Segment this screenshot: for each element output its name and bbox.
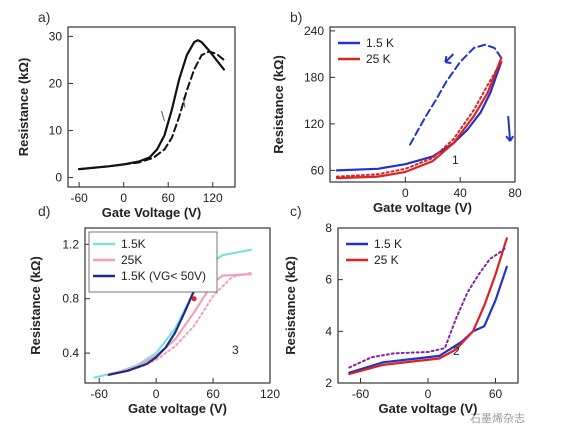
panel-a-sweep-arrow-down <box>182 97 186 108</box>
panel-a-ytick-label: 20 <box>49 76 63 90</box>
panel-b-legend-label-0: 1.5 K <box>366 36 394 50</box>
panel-d-legend-box <box>88 231 218 293</box>
panel-d-annotation-0: 3 <box>232 343 239 357</box>
panel-a-sweep-arrow-up <box>161 110 165 122</box>
panel-d-letter: d) <box>38 203 50 219</box>
panel-d-ytick-label: 0.4 <box>62 346 79 360</box>
panel-a-ytick-label: 30 <box>49 29 63 43</box>
panel-b-series-3 <box>335 60 503 178</box>
panel-c-ylabel: Resistance (kΩ) <box>283 256 298 355</box>
panel-b-xtick-label: 40 <box>454 186 468 200</box>
panel-c-ytick-label: 8 <box>325 221 332 235</box>
panel-a-xlabel: Gate Voltage (V) <box>102 205 201 220</box>
panel-c-legend-label-1: 25 K <box>374 253 399 267</box>
panel-a-frame <box>67 26 236 188</box>
panel-b-ytick-label: 240 <box>304 24 324 38</box>
panel-c-series-2 <box>348 247 506 369</box>
panel-b-letter: b) <box>290 9 302 25</box>
panel-c-ytick-label: 4 <box>325 324 332 338</box>
panel-b-group <box>329 26 516 183</box>
panel-c-xtick-label: -60 <box>352 387 370 401</box>
panel-b-xlabel: Gate voltage (V) <box>373 200 472 215</box>
panel-c-legend-label-0: 1.5 K <box>374 237 402 251</box>
panel-b-series-2 <box>335 56 503 180</box>
panel-a-xtick-label: -60 <box>70 191 88 205</box>
panel-b-xtick-label: 0 <box>402 186 409 200</box>
panel-d-xtick-label: -60 <box>91 387 109 401</box>
panel-c-series-1 <box>348 237 508 376</box>
panel-d-ytick-label: 0.8 <box>62 292 79 306</box>
panel-b-sweep-arrow-down <box>444 53 455 65</box>
panel-c-group <box>337 227 519 384</box>
panel-d-legend-label-1: 25K <box>121 253 142 267</box>
panel-d-xlabel: Gate voltage (V) <box>128 401 227 416</box>
panel-a-xtick-label: 60 <box>162 191 176 205</box>
panel-d-xtick-label: 120 <box>260 387 280 401</box>
panel-a-letter: a) <box>38 9 50 25</box>
panel-a-group <box>67 26 236 188</box>
panel-a-ytick-label: 10 <box>49 124 63 138</box>
panel-a-series-1 <box>78 50 225 171</box>
panel-a-series-0 <box>78 39 225 171</box>
panel-a-xtick-label: 120 <box>203 191 223 205</box>
panel-c-letter: c) <box>290 203 302 219</box>
panel-c-annotation-0: 2 <box>453 344 460 358</box>
watermark: 石墨烯杂志 <box>470 412 525 425</box>
panel-b-annotation-0: 1 <box>452 153 459 167</box>
panel-c-xtick-label: 60 <box>489 387 503 401</box>
panel-c-xlabel: Gate voltage (V) <box>379 401 478 416</box>
panel-b-sweep-arrow-up <box>505 116 515 142</box>
panel-d-legend-label-0: 1.5K <box>121 237 146 251</box>
panel-b-frame <box>329 26 516 183</box>
panel-b-ylabel: Resistance (kΩ) <box>271 55 286 154</box>
panel-c-ytick-label: 2 <box>325 376 332 390</box>
panel-d-ytick-label: 1.2 <box>62 237 79 251</box>
panel-d-ylabel: Resistance (kΩ) <box>28 256 43 355</box>
panel-a-ylabel: Resistance (kΩ) <box>16 58 31 157</box>
panel-b-xtick-label: 80 <box>508 186 522 200</box>
panel-d-marker <box>191 296 197 302</box>
panel-a-xtick-label: 0 <box>120 191 127 205</box>
panel-d-group <box>84 227 271 384</box>
panel-b-legend-label-1: 25 K <box>366 52 391 66</box>
panel-b-ytick-label: 60 <box>311 163 325 177</box>
panel-c-xtick-label: 0 <box>425 387 432 401</box>
panel-d-series-1 <box>107 273 253 376</box>
panel-d-xtick-label: 60 <box>206 387 220 401</box>
panel-b-ytick-label: 120 <box>304 117 324 131</box>
panel-c-ytick-label: 6 <box>325 273 332 287</box>
panel-d-series-3 <box>107 267 205 376</box>
panel-b-series-1 <box>408 43 503 147</box>
panel-b-ytick-label: 180 <box>304 70 324 84</box>
panel-d-xtick-label: 0 <box>153 387 160 401</box>
panel-a-ytick-label: 0 <box>55 171 62 185</box>
panel-d-legend-label-2: 1.5K (VG< 50V) <box>121 269 206 283</box>
panel-d-frame <box>84 227 271 384</box>
